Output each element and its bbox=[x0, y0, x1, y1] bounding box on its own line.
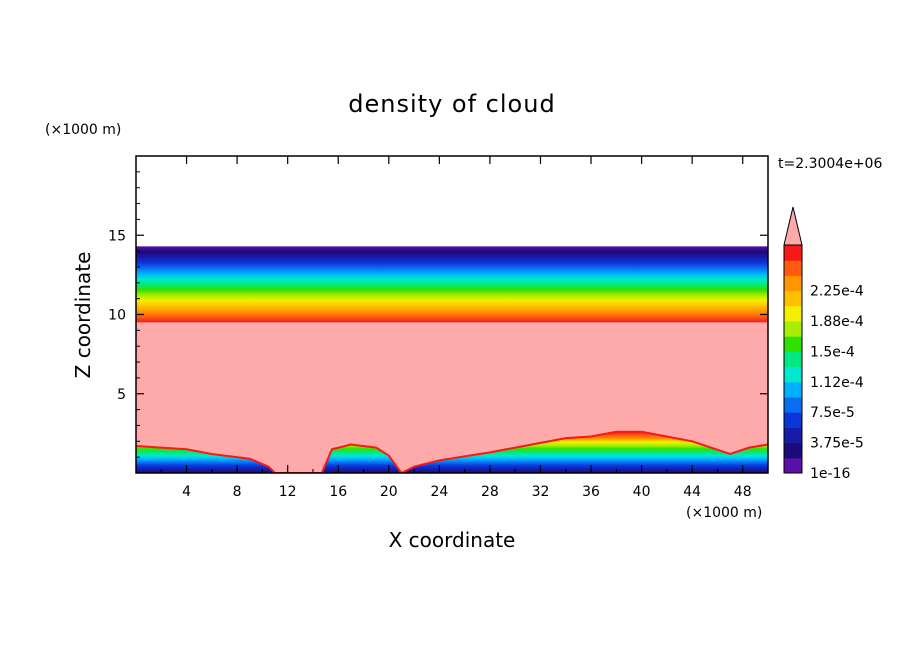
colorbar-label: 1e-16 bbox=[810, 466, 850, 482]
colorbar-label: 7.5e-5 bbox=[810, 405, 855, 421]
colorbar-segment bbox=[784, 336, 802, 352]
colorbar-segment bbox=[784, 457, 802, 474]
chart-title: density of cloud bbox=[348, 90, 555, 118]
x-axis-ticks: 4 8 12 16 20 24 28 32 36 40 44 48 bbox=[160, 156, 752, 500]
colorbar-segment bbox=[784, 275, 802, 292]
colorbar-label: 1.12e-4 bbox=[810, 375, 864, 391]
colorbar-segment bbox=[784, 381, 802, 398]
time-label: t=2.3004e+06 bbox=[778, 156, 882, 172]
y-tick-label: 5 bbox=[117, 387, 126, 403]
colorbar-overflow-arrow bbox=[783, 206, 803, 246]
surface-edge-line bbox=[136, 430, 768, 473]
colorbar-label: 3.75e-5 bbox=[810, 436, 864, 452]
colorbar-label: 1.88e-4 bbox=[810, 314, 864, 330]
x-tick-label: 32 bbox=[532, 484, 550, 500]
y-axis-label: Z coordinate bbox=[71, 252, 95, 379]
y-unit-label: (×1000 m) bbox=[45, 122, 121, 138]
colorbar-label: 1.5e-4 bbox=[810, 344, 855, 360]
x-tick-label: 48 bbox=[734, 484, 752, 500]
colorbar-segment bbox=[784, 245, 802, 261]
x-tick-label: 20 bbox=[380, 484, 398, 500]
x-tick-label: 40 bbox=[633, 484, 651, 500]
x-tick-label: 28 bbox=[481, 484, 499, 500]
colorbar-segment bbox=[784, 290, 802, 307]
colorbar-frame bbox=[783, 244, 803, 474]
x-tick-label: 16 bbox=[329, 484, 347, 500]
cloud-top-band bbox=[136, 246, 768, 323]
x-tick-label: 36 bbox=[582, 484, 600, 500]
x-tick-label: 12 bbox=[279, 484, 297, 500]
x-unit-label: (×1000 m) bbox=[686, 505, 762, 521]
y-tick-label: 10 bbox=[108, 308, 126, 324]
y-axis-ticks: 5 10 15 bbox=[108, 171, 768, 458]
surface-layer bbox=[136, 431, 768, 473]
colorbar-segment bbox=[784, 321, 802, 337]
x-tick-label: 24 bbox=[430, 484, 448, 500]
colorbar-segment bbox=[784, 397, 802, 413]
colorbar-segment bbox=[784, 260, 802, 276]
colorbar-segment bbox=[784, 305, 802, 322]
x-tick-label: 44 bbox=[683, 484, 701, 500]
colorbar: 1e-16 3.75e-5 7.5e-5 1.12e-4 1.5e-4 1.88e-4 2.… bbox=[783, 206, 864, 482]
colorbar-segment bbox=[784, 427, 802, 444]
colorbar-segment bbox=[784, 366, 802, 383]
colorbar-segment bbox=[784, 351, 802, 368]
y-tick-label: 15 bbox=[108, 228, 126, 244]
x-tick-label: 8 bbox=[233, 484, 242, 500]
x-tick-label: 4 bbox=[182, 484, 191, 500]
colorbar-segment bbox=[784, 442, 802, 459]
colorbar-segment bbox=[784, 412, 802, 428]
x-axis-label: X coordinate bbox=[389, 528, 516, 552]
plot-area bbox=[136, 156, 768, 473]
colorbar-label: 2.25e-4 bbox=[810, 284, 864, 300]
